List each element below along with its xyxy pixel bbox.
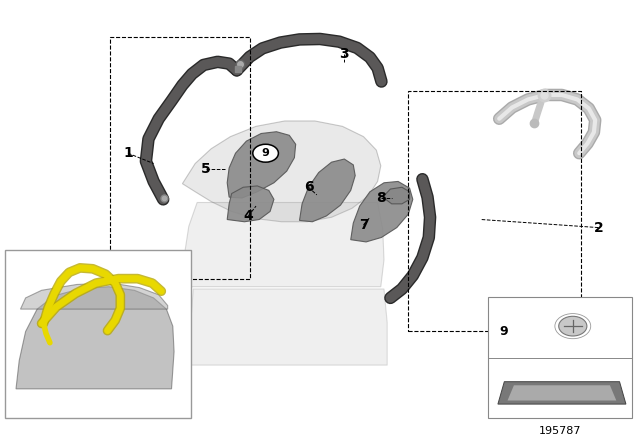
- Polygon shape: [227, 132, 296, 198]
- Polygon shape: [351, 181, 413, 242]
- Text: 1: 1: [123, 146, 133, 160]
- Circle shape: [253, 144, 278, 162]
- Bar: [408, 91, 581, 331]
- Text: 9: 9: [262, 148, 269, 158]
- Text: 6: 6: [303, 180, 314, 194]
- Polygon shape: [383, 187, 410, 204]
- Polygon shape: [300, 159, 355, 222]
- Polygon shape: [508, 385, 616, 401]
- Text: 7: 7: [358, 218, 369, 232]
- Bar: [5, 250, 191, 418]
- Bar: [110, 37, 250, 279]
- Text: 9: 9: [499, 325, 508, 338]
- Polygon shape: [189, 289, 387, 365]
- Polygon shape: [182, 202, 384, 287]
- Bar: [488, 297, 632, 418]
- Polygon shape: [182, 121, 381, 222]
- Polygon shape: [16, 287, 174, 389]
- Polygon shape: [20, 283, 168, 309]
- Text: 2: 2: [593, 220, 604, 235]
- Polygon shape: [227, 186, 274, 222]
- Polygon shape: [498, 382, 626, 404]
- Text: 4: 4: [243, 209, 253, 223]
- Circle shape: [559, 316, 587, 336]
- Text: 5: 5: [201, 162, 211, 177]
- Text: 8: 8: [376, 191, 386, 205]
- Text: 195787: 195787: [539, 426, 581, 436]
- Text: 3: 3: [339, 47, 349, 61]
